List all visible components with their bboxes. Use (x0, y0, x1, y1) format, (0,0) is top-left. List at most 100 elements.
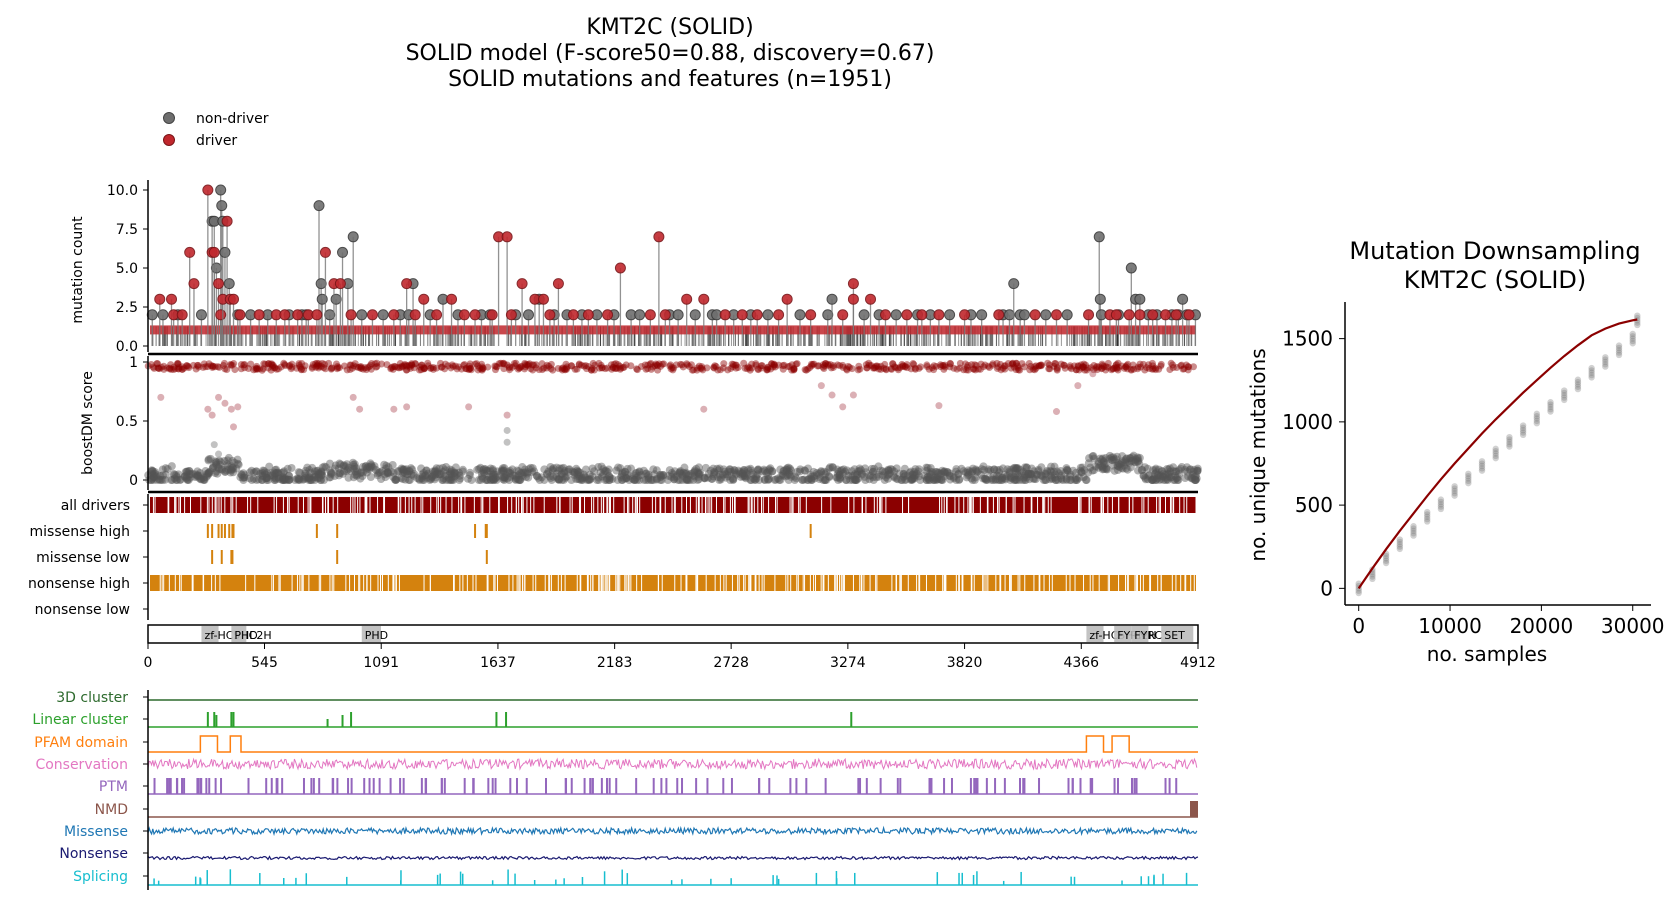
score-point-low (674, 476, 683, 484)
score-point-low (933, 468, 942, 477)
score-point-low (458, 467, 467, 476)
feature-label: PTM (99, 779, 128, 795)
score-point-low (228, 456, 237, 465)
score-point-low (588, 464, 597, 473)
score-point-low (1099, 457, 1108, 466)
score-point-low (208, 464, 217, 473)
score-point-low (652, 474, 661, 483)
score-point-low (552, 463, 561, 472)
downsampling-subtitle: KMT2C (SOLID) (1404, 266, 1587, 294)
score-point-low (1034, 465, 1043, 474)
score-point-low (655, 470, 664, 479)
score-point-low (1051, 476, 1060, 484)
score-point-low (925, 476, 934, 484)
score-point-low (372, 466, 381, 474)
score-point-low (478, 474, 487, 483)
score-point-low (1076, 466, 1085, 475)
lollipop-driver-point (202, 184, 214, 196)
domain-label: FYRC (1134, 629, 1162, 642)
score-point-low (572, 475, 581, 484)
score-point-low (742, 469, 751, 478)
lollipop-driver-point (1183, 309, 1195, 321)
score-point-low (922, 473, 931, 482)
score-point-high (244, 364, 252, 372)
score-point-low (601, 466, 610, 475)
domain-boxes: zf-HC5HC2HPHDPHDzf-HC5HC2HFYRNFYRCSET (201, 626, 1194, 642)
feature-marks (147, 699, 1199, 886)
score-point-low (418, 472, 427, 481)
score-point-low (203, 469, 212, 478)
score-point-low (752, 472, 761, 481)
score-point-low (596, 468, 605, 477)
lollipop-driver-point (644, 309, 656, 321)
x-tick-label: 1091 (363, 655, 399, 671)
score-point-low (1193, 464, 1202, 473)
score-point-low (515, 476, 524, 484)
score-point-high (1080, 363, 1088, 371)
score-point-low (749, 470, 758, 479)
score-point-low (158, 476, 167, 484)
score-point-low (809, 467, 818, 476)
score-point-low (1077, 468, 1086, 477)
score-point-low (1191, 471, 1200, 480)
score-point-low (383, 468, 392, 477)
score-point-low (259, 466, 268, 475)
score-point-low (203, 469, 212, 478)
score-point-low (498, 468, 507, 477)
lollipop-driver-point (1170, 309, 1182, 321)
score-point-low (601, 476, 610, 484)
score-point-high (971, 361, 979, 369)
score-point-low (567, 476, 576, 484)
score-point-high (448, 361, 456, 369)
score-point-low (822, 476, 831, 484)
score-point-low (224, 465, 233, 474)
score-point-low (1166, 467, 1175, 476)
score-point-low (1151, 469, 1160, 478)
score-point-low (1125, 458, 1134, 467)
downsampling-xtick-label: 0 (1352, 614, 1365, 638)
score-point-low (1098, 465, 1107, 474)
score-point-low (483, 466, 492, 475)
score-point-low (446, 468, 455, 477)
score-point-low (618, 468, 627, 477)
score-point-low (481, 476, 490, 484)
score-point-low (200, 475, 209, 484)
score-point-low (627, 464, 636, 473)
score-point-low (306, 476, 315, 484)
score-point-low (1149, 476, 1158, 484)
score-point-low (940, 467, 949, 476)
score-point-low (955, 476, 964, 484)
score-point-high (215, 363, 223, 371)
score-point-low (1053, 467, 1062, 476)
score-point-low (516, 469, 525, 478)
score-point-high (647, 365, 655, 373)
score-point-low (1148, 466, 1157, 475)
score-point-low (491, 470, 500, 479)
score-point-low (1007, 474, 1016, 483)
score-point-low (657, 472, 666, 481)
score-point-low (941, 469, 950, 478)
score-point-low (899, 470, 908, 479)
score-point-low (271, 469, 280, 478)
domain-label: PHD (365, 629, 388, 642)
score-point-low (710, 470, 719, 479)
score-point-low (1181, 474, 1190, 483)
score-point-low (1171, 476, 1180, 484)
lollipop-non-driver-point (377, 309, 389, 321)
score-point-low (608, 474, 617, 483)
score-ylabel: boostDM score (80, 371, 96, 475)
downsampling-point (1602, 354, 1609, 361)
score-point-low (1021, 476, 1030, 484)
score-point-low (755, 476, 764, 484)
score-point-mid (204, 405, 212, 413)
score-point-high (1070, 362, 1078, 370)
score-point-low (161, 475, 170, 484)
score-point-low (739, 465, 748, 474)
score-point-low (245, 474, 254, 483)
score-point-low (430, 468, 439, 477)
score-point-high (441, 365, 449, 373)
score-point-low (554, 474, 563, 483)
score-point-low (405, 476, 414, 484)
score-point-low (238, 473, 247, 482)
score-point-low (709, 464, 718, 473)
